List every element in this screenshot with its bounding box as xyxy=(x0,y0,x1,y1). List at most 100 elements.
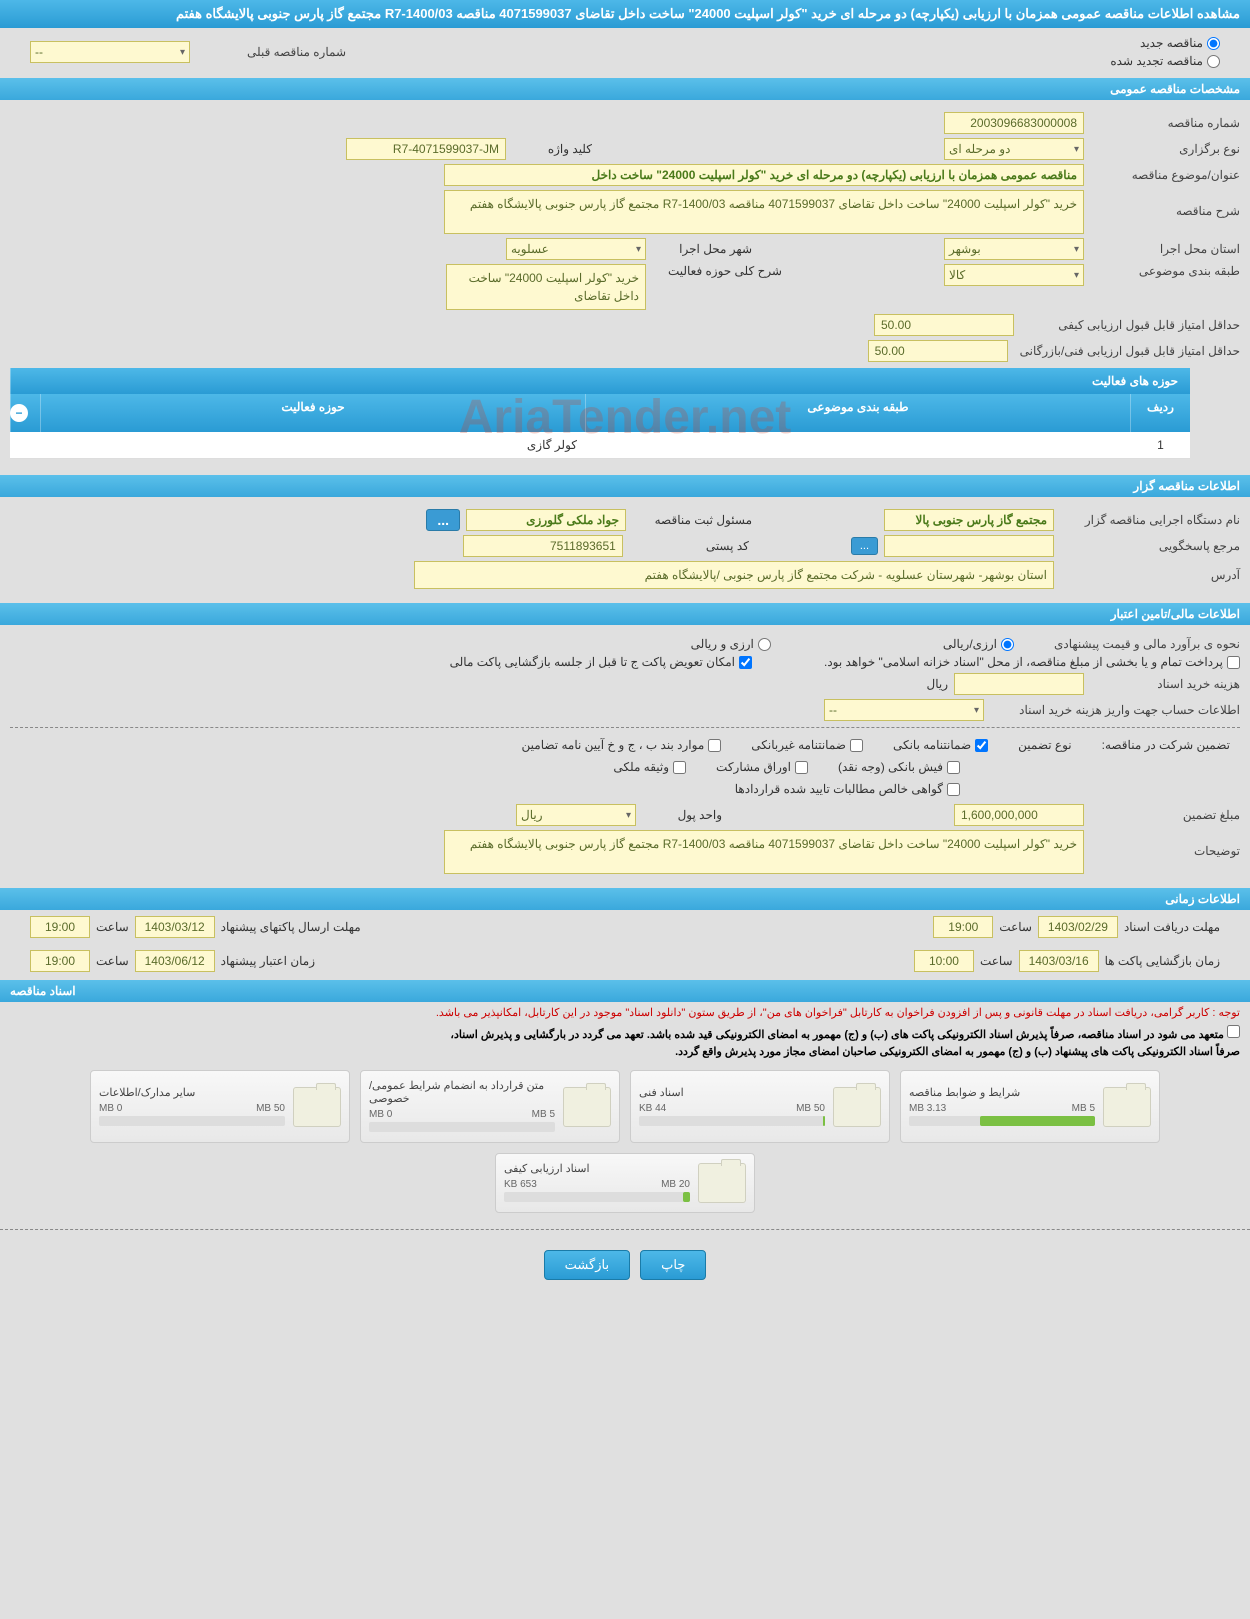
radio-both-label: ارزی و ریالی xyxy=(691,637,754,651)
folder-icon xyxy=(293,1087,341,1127)
back-button[interactable]: بازگشت xyxy=(544,1250,630,1280)
radio-renew-label: مناقصه تجدید شده xyxy=(1110,54,1203,68)
radio-both-input[interactable] xyxy=(758,638,771,651)
postal-label: کد پستی xyxy=(629,539,749,553)
ref-field xyxy=(884,535,1054,557)
type-select[interactable]: ▾ دو مرحله ای xyxy=(944,138,1084,160)
chk-swap[interactable]: امکان تعویض پاکت ج تا قبل از جلسه بازگشا… xyxy=(450,655,752,669)
chk-property-input[interactable] xyxy=(673,761,686,774)
radio-new-tender[interactable]: مناقصه جدید xyxy=(1110,36,1220,50)
keyword-field: R7-4071599037-JM xyxy=(346,138,506,160)
payment-note-label: پرداخت تمام و یا بخشی از مبلغ مناقصه، از… xyxy=(824,655,1223,669)
province-select[interactable]: ▾ بوشهر xyxy=(944,238,1084,260)
doc-max: 50 MB xyxy=(256,1103,285,1114)
section-time: اطلاعات زمانی xyxy=(0,888,1250,910)
section-docs: اسناد مناقصه xyxy=(0,980,1250,1002)
folder-icon xyxy=(1103,1087,1151,1127)
chk-receivables-input[interactable] xyxy=(947,783,960,796)
chk-swap-input[interactable] xyxy=(739,656,752,669)
prev-tender-select[interactable]: ▾ -- xyxy=(30,41,190,63)
activity-desc-field: خرید "کولر اسپلیت 24000" ساخت داخل تقاضا… xyxy=(446,264,646,310)
ref-label: مرجع پاسخگویی xyxy=(1060,539,1240,553)
doc-title: اسناد ارزیابی کیفی xyxy=(504,1162,690,1175)
chk-bank-label: ضمانتنامه بانکی xyxy=(893,738,971,752)
chk-payment-note[interactable]: پرداخت تمام و یا بخشی از مبلغ مناقصه، از… xyxy=(824,655,1240,669)
chk-payment-input[interactable] xyxy=(1227,656,1240,669)
swap-label: امکان تعویض پاکت ج تا قبل از جلسه بازگشا… xyxy=(450,655,735,669)
receive-date: 1403/02/29 xyxy=(1038,916,1118,938)
red-note: توجه : کاربر گرامی، دریافت اسناد در مهلت… xyxy=(0,1002,1250,1023)
open-label: زمان بازگشایی پاکت ها xyxy=(1105,954,1220,968)
chevron-down-icon: ▾ xyxy=(626,810,631,821)
doc-card[interactable]: متن قرارداد به انضمام شرایط عمومی/خصوصی5… xyxy=(360,1070,620,1143)
progress-bar xyxy=(639,1116,825,1126)
table-row: 1 کولر گازی xyxy=(10,432,1190,459)
chk-securities-input[interactable] xyxy=(795,761,808,774)
chk-bank[interactable]: ضمانتنامه بانکی xyxy=(893,738,988,752)
valid-label: زمان اعتبار پیشنهاد xyxy=(221,954,315,968)
ref-more-button[interactable]: ... xyxy=(851,537,878,555)
min-tech-label: حداقل امتیاز قابل قبول ارزیابی فنی/بازرگ… xyxy=(1014,344,1240,358)
col-act: حوزه فعالیت xyxy=(40,394,585,432)
prev-tender-label: شماره مناقصه قبلی xyxy=(196,45,346,59)
chk-bonds-input[interactable] xyxy=(708,739,721,752)
province-value: بوشهر xyxy=(949,242,981,256)
guarantee-label: تضمین شرکت در مناقصه: xyxy=(1102,738,1230,752)
account-select[interactable]: ▾ -- xyxy=(824,699,984,721)
chk-fish-input[interactable] xyxy=(947,761,960,774)
radio-renew-input[interactable] xyxy=(1207,55,1220,68)
currency-unit-select[interactable]: ▾ ریال xyxy=(516,804,636,826)
doc-title: سایر مدارک/اطلاعات xyxy=(99,1086,285,1099)
radio-new-input[interactable] xyxy=(1207,37,1220,50)
category-select[interactable]: ▾ کالا xyxy=(944,264,1084,286)
exec-field: مجتمع گاز پارس جنوبی پالا xyxy=(884,509,1054,531)
doc-cost-field[interactable] xyxy=(954,673,1084,695)
section-org: اطلاعات مناقصه گزار xyxy=(0,475,1250,497)
valid-time: 19:00 xyxy=(30,950,90,972)
doc-card[interactable]: اسناد ارزیابی کیفی20 MB653 KB xyxy=(495,1153,755,1213)
chk-receivables[interactable]: گواهی خالص مطالبات تایید شده قراردادها xyxy=(735,782,960,796)
responsible-more-button[interactable]: ... xyxy=(426,509,460,531)
radio-rial-label: ارزی/ریالی xyxy=(943,637,997,651)
chk-fish[interactable]: فیش بانکی (وجه نقد) xyxy=(838,760,960,774)
desc-field: خرید "کولر اسپلیت 24000" ساخت داخل تقاضا… xyxy=(444,190,1084,234)
doc-card[interactable]: سایر مدارک/اطلاعات50 MB0 MB xyxy=(90,1070,350,1143)
currency-unit-value: ریال xyxy=(521,808,543,822)
chk-securities[interactable]: اوراق مشارکت xyxy=(716,760,808,774)
radio-rial[interactable]: ارزی/ریالی xyxy=(943,637,1014,651)
doc-max: 5 MB xyxy=(532,1109,555,1120)
collapse-icon[interactable]: − xyxy=(10,404,28,422)
hour-label3: ساعت xyxy=(980,954,1013,968)
subject-field: مناقصه عمومی همزمان با ارزیابی (یکپارچه)… xyxy=(444,164,1084,186)
chk-property[interactable]: وثیقه ملکی xyxy=(613,760,686,774)
section-general: مشخصات مناقصه عمومی xyxy=(0,78,1250,100)
print-button[interactable]: چاپ xyxy=(640,1250,706,1280)
black-note2: صرفاً اسناد الکترونیکی پاکت های پیشنهاد … xyxy=(0,1043,1250,1060)
cell-row: 1 xyxy=(1130,432,1190,458)
hour-label: ساعت xyxy=(999,920,1032,934)
city-select[interactable]: ▾ عسلویه xyxy=(506,238,646,260)
chk-nonbank[interactable]: ضمانتنامه غیربانکی xyxy=(751,738,863,752)
chk-commitment[interactable] xyxy=(1227,1025,1240,1038)
doc-card[interactable]: شرایط و ضوابط مناقصه5 MB3.13 MB xyxy=(900,1070,1160,1143)
address-label: آدرس xyxy=(1060,568,1240,582)
chk-bonds[interactable]: موارد بند ب ، ج و خ آیین نامه تضامین xyxy=(522,738,722,752)
folder-icon xyxy=(563,1087,611,1127)
doc-card[interactable]: اسناد فنی50 MB44 KB xyxy=(630,1070,890,1143)
radio-renew-tender[interactable]: مناقصه تجدید شده xyxy=(1110,54,1220,68)
cell-cat xyxy=(585,432,1130,458)
type-label: نوع برگزاری xyxy=(1090,142,1240,156)
chevron-down-icon: ▾ xyxy=(1074,270,1079,281)
table-title: حوزه های فعالیت xyxy=(10,368,1190,394)
radio-both[interactable]: ارزی و ریالی xyxy=(691,637,771,651)
category-label: طبقه بندی موضوعی xyxy=(1090,264,1240,278)
progress-bar xyxy=(99,1116,285,1126)
progress-bar xyxy=(369,1122,555,1132)
responsible-label: مسئول ثبت مناقصه xyxy=(632,513,752,527)
chk-bank-input[interactable] xyxy=(975,739,988,752)
radio-rial-input[interactable] xyxy=(1001,638,1014,651)
chk-nonbank-input[interactable] xyxy=(850,739,863,752)
currency-rial-label: ریال xyxy=(926,677,948,691)
currency-unit-label: واحد پول xyxy=(642,808,722,822)
desc-label: شرح مناقصه xyxy=(1090,190,1240,218)
